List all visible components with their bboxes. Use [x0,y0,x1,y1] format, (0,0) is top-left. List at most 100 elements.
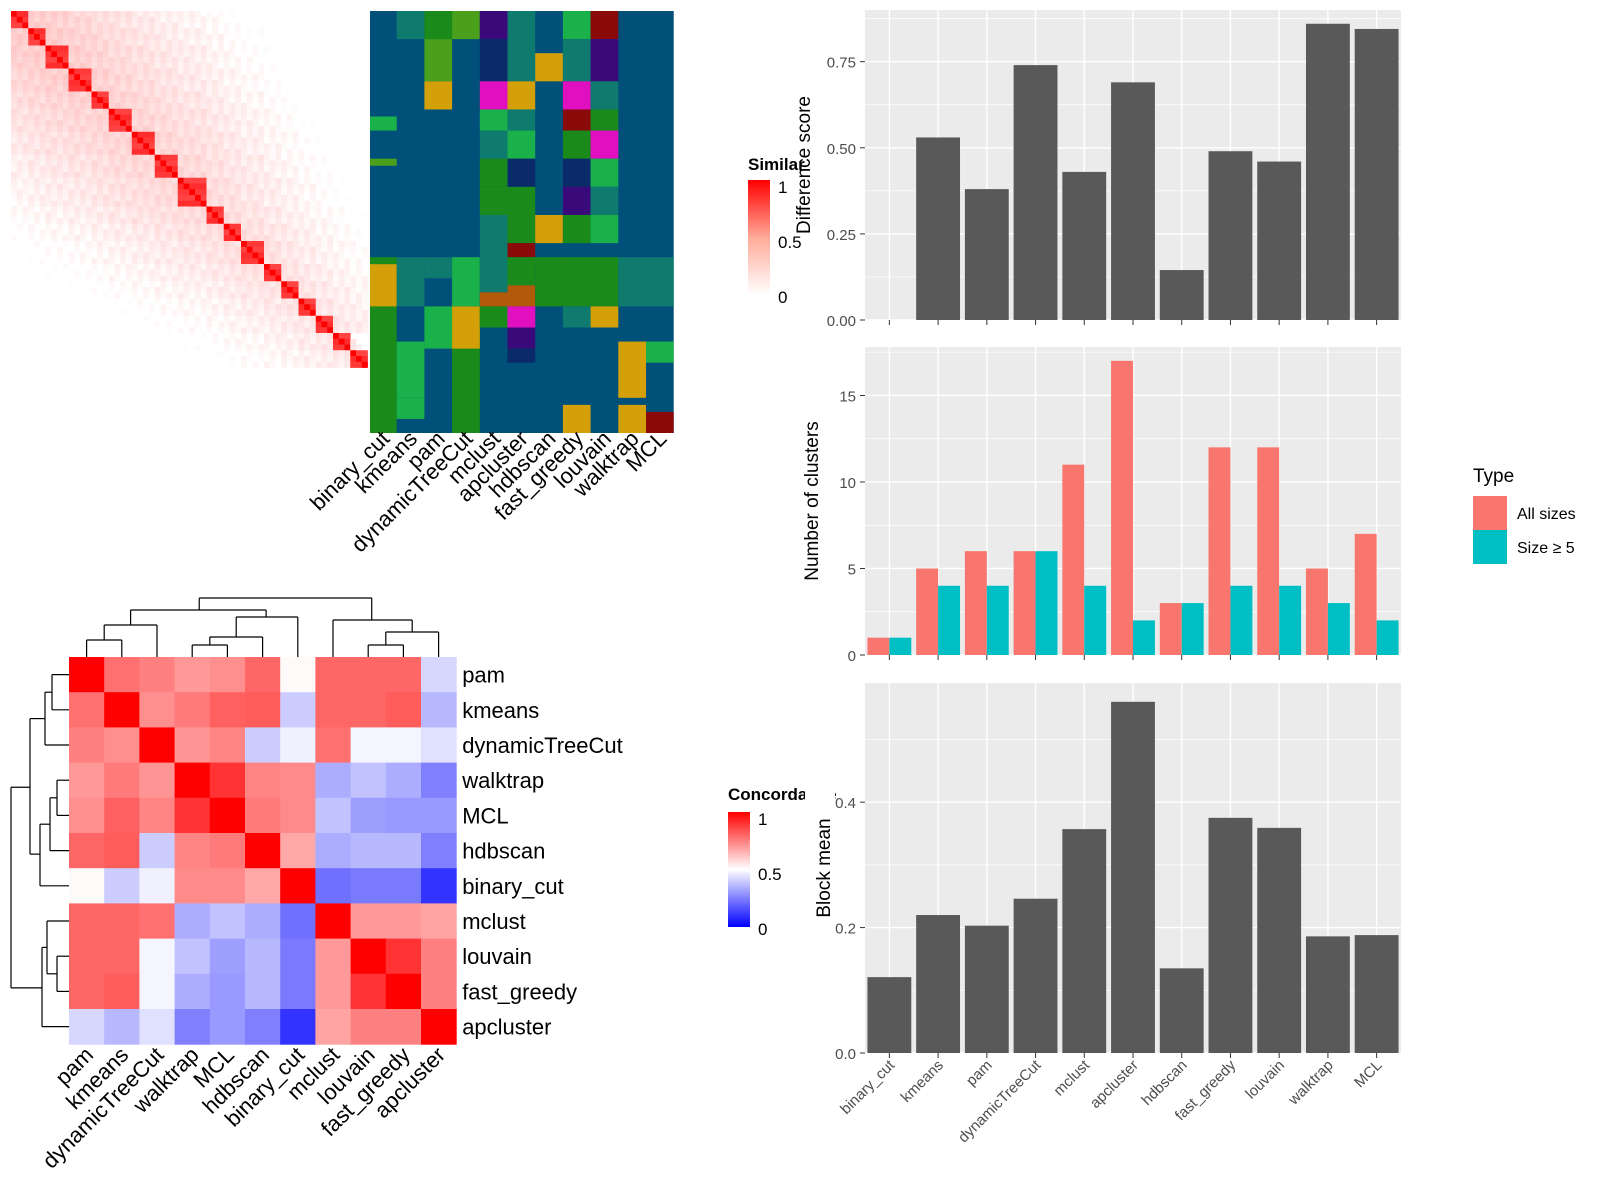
similarity-cell [149,327,156,334]
similarity-cell [166,57,173,64]
similarity-cell [126,229,133,236]
similarity-cell [264,200,271,207]
similarity-cell [126,172,133,179]
similarity-cell [143,11,150,18]
similarity-cell [189,269,196,276]
similarity-cell [103,310,110,317]
similarity-cell [154,218,161,225]
similarity-cell [356,160,363,167]
similarity-cell [200,34,207,41]
similarity-cell [68,45,75,52]
similarity-cell [177,166,184,173]
similarity-cell [218,310,225,317]
similarity-cell [11,154,18,161]
similarity-cell [298,80,305,87]
similarity-cell [321,34,328,41]
similarity-cell [195,206,202,213]
similarity-cell [315,218,322,225]
similarity-cell [281,223,288,230]
similarity-cell [149,177,156,184]
similarity-cell [51,16,58,23]
similarity-cell [16,229,23,236]
similarity-cell [327,252,334,259]
similarity-cell [361,315,368,322]
similarity-cell [235,166,242,173]
similarity-cell [172,16,179,23]
similarity-cell [304,183,311,190]
similarity-cell [51,57,58,64]
similarity-cell [287,177,294,184]
similarity-cell [218,62,225,69]
similarity-cell [292,80,299,87]
similarity-cell [28,241,35,248]
similarity-cell [166,149,173,156]
similarity-cell [269,160,276,167]
similarity-cell [85,321,92,328]
similarity-cell [68,62,75,69]
similarity-cell [350,350,357,357]
similarity-cell [344,120,351,127]
similarity-cell [287,108,294,115]
similarity-cell [74,281,81,288]
similarity-cell [298,304,305,311]
concordance-cell [280,1009,316,1045]
similarity-cell [338,189,345,196]
similarity-cell [246,298,253,305]
similarity-cell [189,57,196,64]
similarity-cell [34,131,41,138]
similarity-cell [143,131,150,138]
similarity-cell [172,338,179,345]
concordance-cell [245,903,281,940]
similarity-cell [74,241,81,248]
similarity-cell [120,252,127,259]
similarity-cell [68,166,75,173]
similarity-cell [350,177,357,184]
similarity-cell [361,80,368,87]
similarity-cell [298,327,305,334]
similarity-cell [177,85,184,92]
similarity-cell [315,126,322,133]
similarity-cell [327,350,334,357]
similarity-cell [327,333,334,340]
similarity-cell [126,91,133,98]
similarity-cell [218,275,225,282]
similarity-cell [154,350,161,357]
similarity-cell [258,310,265,317]
similarity-cell [258,39,265,46]
similarity-cell [264,126,271,133]
similarity-cell [315,172,322,179]
similarity-cell [218,315,225,322]
cluster-block [562,186,591,215]
similarity-cell [97,258,104,265]
concordance-cell [280,727,316,764]
similarity-cell [264,344,271,351]
similarity-cell [97,137,104,144]
similarity-cell [183,356,190,363]
similarity-cell [350,229,357,236]
similarity-cell [212,246,219,253]
similarity-cell [39,143,46,150]
similarity-cell [212,62,219,69]
similarity-cell [287,143,294,150]
cluster-block [590,214,619,244]
size-ge5-bar [1133,620,1155,655]
similarity-cell [212,177,219,184]
concordance-legend-white-mask [805,780,835,810]
similarity-cell [200,252,207,259]
similarity-cell [149,287,156,294]
similarity-cell [74,200,81,207]
similarity-cell [68,80,75,87]
similarity-cell [126,218,133,225]
similarity-cell [97,200,104,207]
similarity-cell [45,74,52,81]
similarity-cell [172,68,179,75]
similarity-cell [91,298,98,305]
similarity-cell [137,103,144,110]
similarity-cell [333,287,340,294]
similarity-cell [281,85,288,92]
similarity-cell [143,350,150,357]
similarity-cell [149,281,156,288]
similarity-cell [143,85,150,92]
similarity-cell [292,137,299,144]
similarity-cell [154,160,161,167]
